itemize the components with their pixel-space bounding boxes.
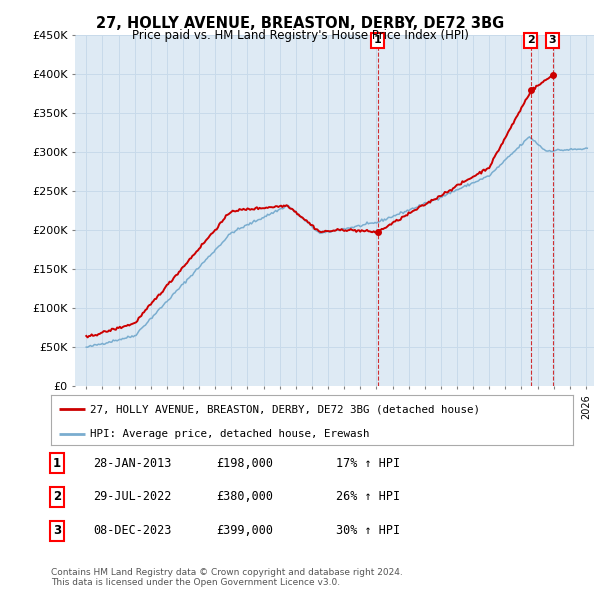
- Text: 2: 2: [53, 490, 61, 503]
- Text: 1: 1: [374, 35, 382, 45]
- Text: 1: 1: [53, 457, 61, 470]
- Text: 27, HOLLY AVENUE, BREASTON, DERBY, DE72 3BG (detached house): 27, HOLLY AVENUE, BREASTON, DERBY, DE72 …: [90, 404, 480, 414]
- Text: Price paid vs. HM Land Registry's House Price Index (HPI): Price paid vs. HM Land Registry's House …: [131, 30, 469, 42]
- Text: £399,000: £399,000: [216, 525, 273, 537]
- Text: HPI: Average price, detached house, Erewash: HPI: Average price, detached house, Erew…: [90, 430, 370, 440]
- Text: £380,000: £380,000: [216, 490, 273, 503]
- Text: 30% ↑ HPI: 30% ↑ HPI: [336, 525, 400, 537]
- Text: 08-DEC-2023: 08-DEC-2023: [93, 525, 172, 537]
- Text: 2: 2: [527, 35, 535, 45]
- Text: 28-JAN-2013: 28-JAN-2013: [93, 457, 172, 470]
- Text: 3: 3: [53, 525, 61, 537]
- Text: 3: 3: [549, 35, 556, 45]
- Text: 17% ↑ HPI: 17% ↑ HPI: [336, 457, 400, 470]
- Text: 29-JUL-2022: 29-JUL-2022: [93, 490, 172, 503]
- Text: 26% ↑ HPI: 26% ↑ HPI: [336, 490, 400, 503]
- Text: £198,000: £198,000: [216, 457, 273, 470]
- Text: Contains HM Land Registry data © Crown copyright and database right 2024.
This d: Contains HM Land Registry data © Crown c…: [51, 568, 403, 587]
- Text: 27, HOLLY AVENUE, BREASTON, DERBY, DE72 3BG: 27, HOLLY AVENUE, BREASTON, DERBY, DE72 …: [96, 16, 504, 31]
